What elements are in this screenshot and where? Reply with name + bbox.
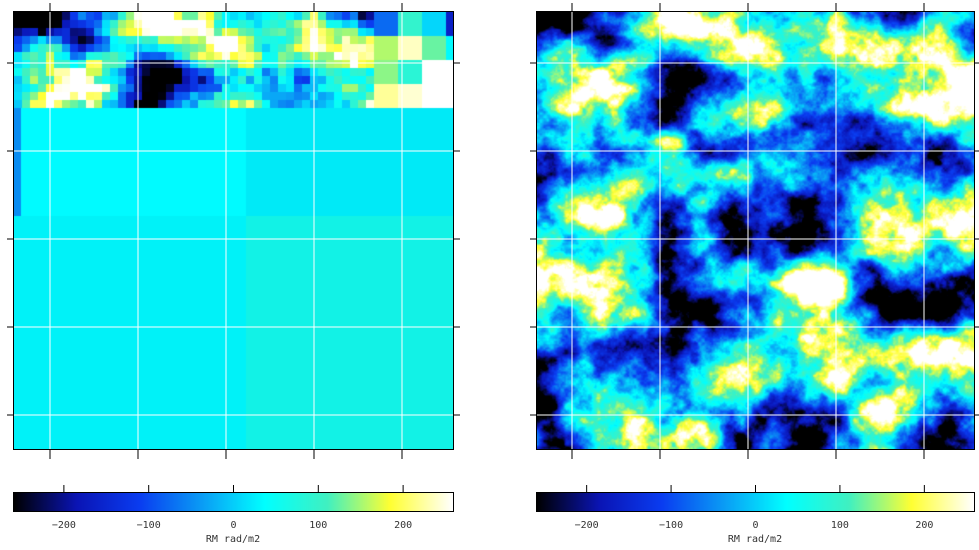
heatmap-left [13, 11, 454, 450]
heatmap-right [536, 11, 975, 450]
grid-right [537, 12, 974, 449]
colorbar-tick-label: 100 [830, 520, 849, 531]
heatmap-right-canvas [537, 12, 974, 449]
colorbar-tick-label: 200 [394, 520, 413, 531]
colorbar-right [536, 492, 975, 512]
colorbar-tick-label: 0 [752, 520, 759, 531]
colorbar-tick-label: −200 [574, 520, 599, 531]
colorbar-tick-label: −200 [51, 520, 76, 531]
colorbar-left-unit: RM rad/m2 [205, 534, 261, 545]
grid-left [14, 12, 453, 449]
colorbar-tick-label: 0 [230, 520, 237, 531]
colorbar-left [13, 492, 454, 512]
colorbar-tick-label: 100 [309, 520, 328, 531]
colorbar-right-unit: RM rad/m2 [727, 534, 783, 545]
colorbar-tick-label: −100 [659, 520, 684, 531]
heatmap-left-canvas [14, 12, 453, 449]
colorbar-tick-label: 200 [915, 520, 934, 531]
colorbar-tick-label: −100 [136, 520, 161, 531]
